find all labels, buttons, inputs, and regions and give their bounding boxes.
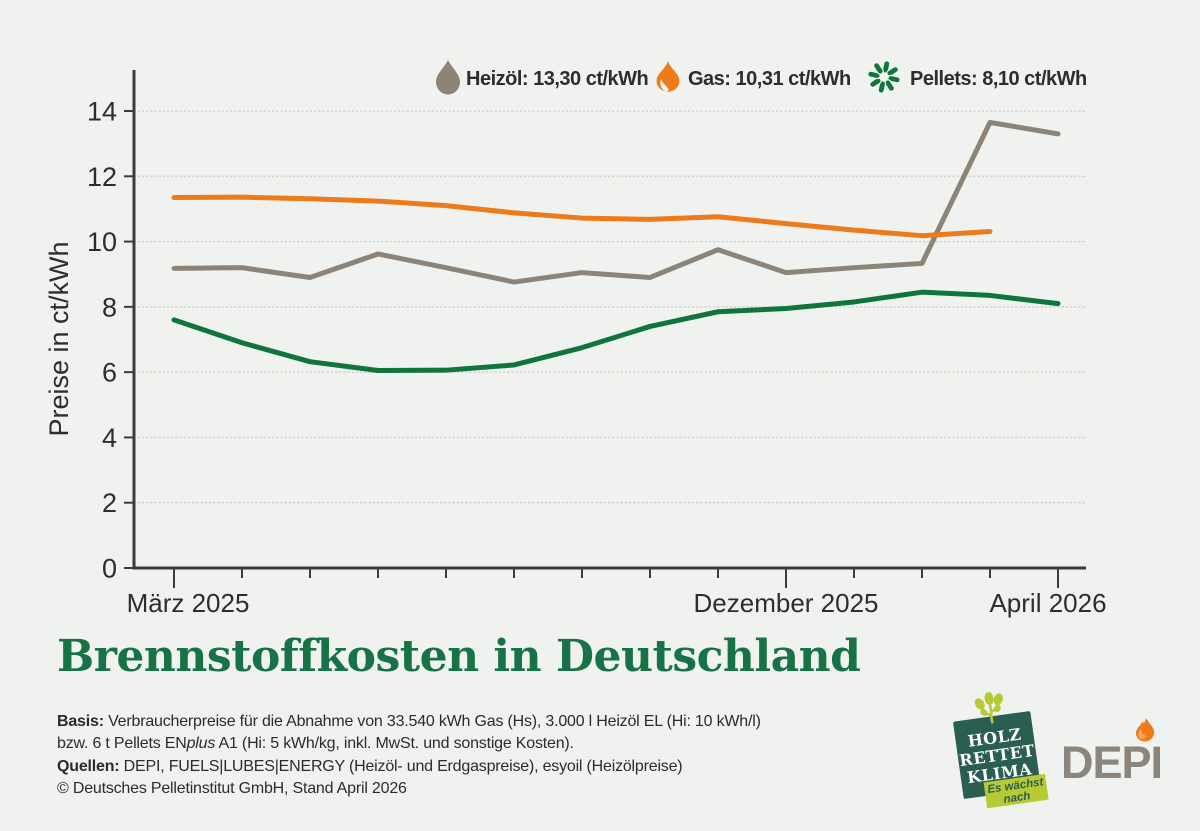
y-tick-label: 14 [87, 97, 117, 127]
footnote-quellen: Quellen: DEPI, FUELS|LUBES|ENERGY (Heizö… [57, 757, 683, 775]
legend-item-gas: Gas: 10,31 ct/kWh [656, 61, 851, 92]
y-tick-label: 0 [102, 554, 117, 584]
basis-label: Basis: [57, 713, 104, 730]
gridlines [133, 110, 1087, 504]
footnote: Basis: Verbraucherpreise für die Abnahme… [57, 711, 857, 800]
banner-line2: nach [1003, 790, 1031, 806]
y-tick-label: 2 [102, 488, 117, 518]
holz-logo-square [953, 711, 1041, 799]
legend-label-pellets: Pellets: 8,10 ct/kWh [910, 68, 1087, 90]
holz-rettet-klima-logo: HOLZ RETTET KLIMA Es wächst nach [953, 692, 1049, 809]
series-line-pellets [171, 289, 1061, 374]
quellen-label: Quellen: [57, 757, 120, 775]
axes: 0 2 4 6 8 10 12 14 März 2025 Dezember 2025 April 2… [87, 70, 1107, 618]
fuel-price-chart: 0 2 4 6 8 10 12 14 März 2025 Dezember 2025 April 2… [44, 60, 1107, 618]
x-tick-label: März 2025 [127, 588, 250, 618]
legend-label-gas: Gas: 10,31 ct/kWh [688, 68, 851, 90]
legend-item-pellets: Pellets: 8,10 ct/kWh [867, 60, 1087, 94]
footnote-basis: Basis: Verbraucherpreise für die Abnahme… [57, 713, 761, 730]
depi-flame-icon [1135, 718, 1155, 742]
flame-icon [656, 61, 680, 92]
y-tick-label: 8 [102, 292, 117, 322]
logos: HOLZ RETTET KLIMA Es wächst nach DEPI [953, 692, 1163, 809]
x-tick-label: Dezember 2025 [694, 588, 879, 618]
footnote-copyright: © Deutsches Pelletinstitut GmbH, Stand A… [57, 779, 407, 797]
series-line-gas [171, 194, 993, 239]
y-axis-title: Preise in ct/kWh [44, 241, 74, 436]
droplet-icon [436, 60, 460, 95]
footnote-basis-2: bzw. 6 t Pellets ENplus A1 (Hi: 5 kWh/kg… [57, 735, 574, 753]
y-tick-label: 10 [87, 227, 117, 257]
pellets-icon [867, 60, 901, 94]
legend-item-heizöl: Heizöl: 13,30 ct/kWh [436, 60, 649, 95]
page-title: Brennstoffkosten in Deutschland [57, 631, 861, 682]
holz-logo-banner: Es wächst nach [983, 773, 1049, 809]
y-tick-label: 4 [102, 423, 117, 453]
depi-flame-inner [1138, 729, 1147, 739]
series-line-heizöl [171, 119, 1061, 285]
legend: Heizöl: 13,30 ct/kWh Gas: 10,31 ct/kWh Pel… [436, 60, 1087, 95]
depi-logo-text: DEPI [1061, 737, 1162, 788]
x-tick-label: April 2026 [989, 588, 1106, 618]
y-tick-label: 12 [87, 162, 117, 192]
y-tick-label: 6 [102, 358, 117, 388]
tree-icon [974, 692, 1003, 724]
depi-logo: DEPI [1061, 718, 1163, 788]
legend-label-heizöl: Heizöl: 13,30 ct/kWh [466, 68, 648, 90]
